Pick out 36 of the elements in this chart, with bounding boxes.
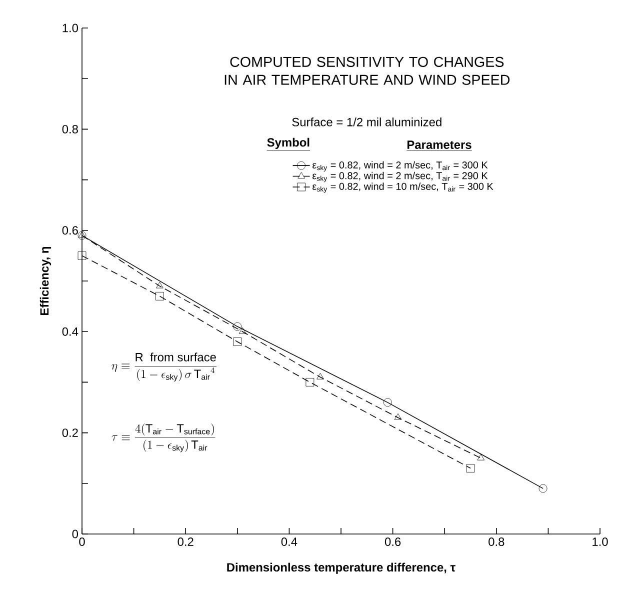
- x-tick-label: 0.4: [281, 538, 298, 546]
- legend-label: ε$_{sky}$ = 0.82, wind = 10 m/sec, T$_{air}$ = 300 K: [312, 182, 494, 193]
- point: [78, 252, 86, 260]
- point: [466, 464, 475, 472]
- x-tick-label: 0: [79, 538, 85, 546]
- x-tick-label: 0.8: [488, 538, 504, 546]
- x-axis-title: Dimensionless temperature difference, τ: [227, 562, 456, 574]
- y-tick-label: 0.2: [62, 428, 78, 438]
- point: [477, 454, 485, 460]
- point: [538, 484, 548, 493]
- y-tick-label: 0: [72, 530, 78, 538]
- x-tick-label: 1.0: [592, 538, 608, 546]
- x-tick-label: 0.2: [178, 538, 194, 546]
- point: [394, 413, 402, 420]
- legend-title: Symbol: [267, 138, 310, 149]
- point: [233, 338, 242, 346]
- y-tick-label: 1.0: [62, 24, 78, 32]
- point: [316, 372, 324, 380]
- point: [383, 398, 392, 407]
- y-tick-label: 0.4: [62, 327, 78, 336]
- point: [78, 231, 86, 238]
- text: COMPUTED SENSITIVITY TO CHANGES IN AIR TEMPERATURE AND WIND SPEED: [224, 56, 510, 85]
- legend-label: ε$_{sky}$ = 0.82, wind = 2 m/sec, T$_{air}$ = 300 K: [312, 161, 488, 172]
- y-tick-label: 0.6: [62, 226, 78, 235]
- y-tick-label: 0.8: [62, 124, 78, 134]
- annotation: Parameters: [407, 140, 472, 149]
- point: [156, 292, 164, 300]
- point: [306, 378, 314, 386]
- x-tick-label: 0.6: [384, 538, 401, 546]
- point: [78, 231, 86, 240]
- text: Surface = 1/2 mil aluminized: [292, 118, 442, 126]
- annotation: $\tau \equiv \frac{4(\mathrm{T_{air}}-\mathrm{T_{surface}})}{(1-\epsilon_{\mathrm{sky}})\,\mathrm{T_{air}}}$: [112, 424, 216, 452]
- point: [156, 282, 164, 288]
- y-axis-title: Efficiency, η: [40, 246, 52, 315]
- legend-label: ε$_{sky}$ = 0.82, wind = 2 m/sec, T$_{air}$ = 290 K: [312, 172, 488, 182]
- annotation: $\eta \equiv \frac{\mathrm{R\ \ from\ surface}}{(1-\epsilon_{\mathrm{sky}})\,\sigma\,\mathrm{T_{air}}^{4}}$: [112, 352, 216, 382]
